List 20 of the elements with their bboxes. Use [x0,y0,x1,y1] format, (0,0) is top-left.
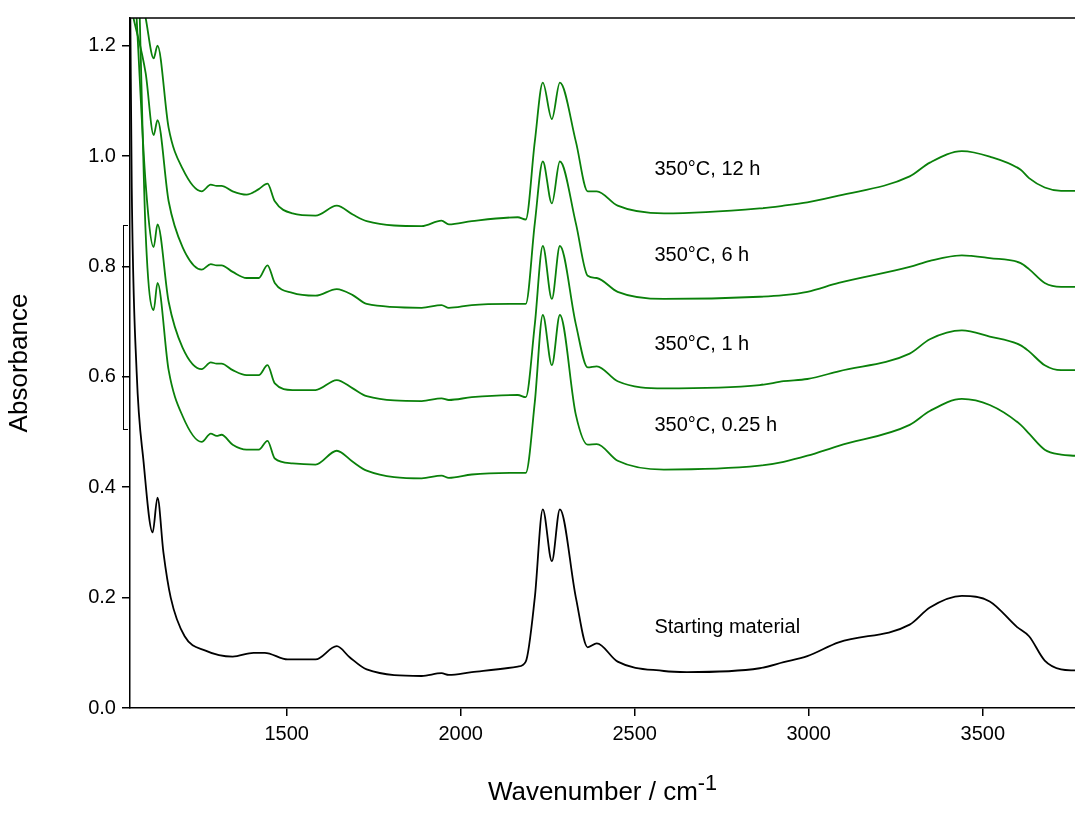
y-axis-title: Absorbance [2,293,33,433]
series-label: 350°C, 1 h [654,332,750,355]
series-label: Starting material [654,614,801,637]
y-tick-label: 0.6 [88,364,116,387]
y-tick-label: 0.4 [88,474,116,497]
x-tick-label: 2000 [438,721,483,744]
y-tick-label: 0.0 [88,695,116,718]
y-tick-label: 0.2 [88,585,116,608]
x-tick-label: 3500 [960,721,1006,744]
series-label: 350°C, 0.25 h [654,413,778,436]
series-label: 350°C, 12 h [654,157,761,180]
line-series [144,18,1075,227]
x-tick-label: 3000 [786,721,831,744]
y-tick-label: 1.0 [88,143,116,166]
x-axis-title: Wavenumber / cm$^{-1}$ [486,770,719,807]
series-label: 350°C, 6 h [654,243,750,266]
x-tick-label: 1500 [264,721,309,744]
y-tick-label: 1.2 [88,33,116,56]
y-tick-label: 0.8 [88,253,116,276]
x-tick-label: 2500 [612,721,657,744]
